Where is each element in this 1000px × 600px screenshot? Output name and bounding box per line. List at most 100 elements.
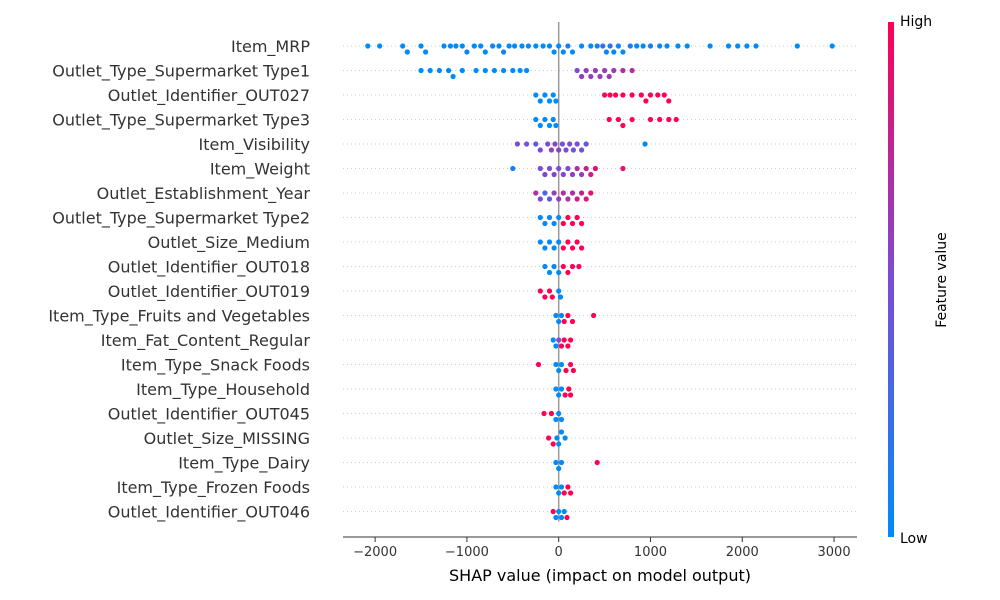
shap-point <box>556 367 562 374</box>
shap-point <box>510 165 516 172</box>
shap-point <box>556 465 562 472</box>
shap-point <box>471 43 477 49</box>
shap-point <box>642 141 648 147</box>
shap-point <box>550 508 556 515</box>
shap-point <box>537 196 543 202</box>
shap-point <box>550 337 556 343</box>
shap-point <box>556 441 562 447</box>
shap-point <box>565 343 571 349</box>
colorbar <box>888 22 894 537</box>
shap-point <box>517 67 523 74</box>
shap-point <box>501 67 507 74</box>
shap-point <box>606 116 612 123</box>
feature-label: Outlet_Identifier_OUT046 <box>108 503 310 523</box>
x-tick-label: 0 <box>555 545 563 560</box>
shap-point <box>404 49 410 55</box>
shap-point <box>647 92 654 98</box>
shap-point <box>558 429 565 435</box>
shap-point <box>550 116 556 123</box>
shap-point <box>537 214 543 221</box>
shap-point <box>423 49 429 55</box>
shap-point <box>546 43 553 49</box>
shap-point <box>514 141 521 147</box>
shap-point <box>570 367 577 374</box>
x-axis-ticks: −2000 −1000 0 1000 2000 3000 <box>353 537 851 560</box>
shap-point <box>574 165 580 172</box>
shap-point <box>546 269 553 276</box>
shap-point <box>602 92 608 98</box>
shap-point <box>550 441 556 447</box>
feature-label: Item_MRP <box>231 37 310 57</box>
shap-point <box>556 165 562 172</box>
shap-point <box>537 147 543 153</box>
shap-point <box>553 386 559 392</box>
shap-point <box>551 245 557 251</box>
shap-point <box>583 196 589 202</box>
shap-point <box>553 484 559 490</box>
shap-point <box>542 220 548 227</box>
shap-point <box>554 435 560 441</box>
shap-point <box>567 141 573 147</box>
shap-point <box>560 49 566 55</box>
feature-label: Outlet_Identifier_OUT027 <box>108 86 310 106</box>
shap-point <box>551 171 557 178</box>
shap-point <box>684 43 690 49</box>
shap-point <box>525 43 532 49</box>
shap-point <box>579 220 585 227</box>
shap-point <box>620 67 626 74</box>
shap-point <box>591 312 597 319</box>
shap-point <box>490 43 496 49</box>
shap-point <box>574 141 580 147</box>
shap-point <box>551 49 557 55</box>
shap-point <box>436 67 442 74</box>
x-axis-title: SHAP value (impact on model output) <box>449 566 751 585</box>
shap-point <box>562 435 568 441</box>
shap-point <box>744 43 750 49</box>
shap-point <box>377 43 383 49</box>
shap-point <box>607 92 613 98</box>
x-tick-label: −2000 <box>353 545 397 560</box>
shap-point <box>491 67 497 74</box>
shap-point <box>588 43 594 49</box>
shap-point <box>640 43 646 49</box>
shap-point <box>565 43 571 49</box>
shap-point <box>556 508 562 515</box>
shap-point <box>753 43 759 49</box>
shap-point <box>627 43 633 49</box>
x-tick-label: 1000 <box>634 545 667 560</box>
shap-point <box>675 43 681 49</box>
shap-point <box>441 43 447 49</box>
shap-point <box>579 245 585 251</box>
shap-point <box>647 116 654 123</box>
shap-point <box>496 43 502 49</box>
shap-point <box>558 312 565 319</box>
shap-point <box>482 49 488 55</box>
x-tick-label: 2000 <box>726 545 759 560</box>
shap-point <box>482 67 488 74</box>
shap-point <box>569 220 576 227</box>
shap-point <box>561 318 567 325</box>
shap-point <box>568 490 574 496</box>
shap-point <box>542 116 548 123</box>
shap-point <box>560 171 566 178</box>
shap-point <box>588 190 594 196</box>
shap-point <box>576 263 582 270</box>
feature-labels: Item_MRP Outlet_Type_Supermarket Type1 Out… <box>48 37 310 523</box>
shap-point <box>594 459 600 466</box>
shap-point <box>629 67 635 74</box>
shap-point <box>537 122 543 129</box>
shap-point <box>533 43 539 49</box>
shap-point <box>579 73 585 80</box>
shap-point <box>540 43 546 49</box>
shap-point <box>569 49 576 55</box>
shap-point <box>794 43 800 49</box>
shap-point <box>620 49 626 55</box>
shap-point <box>553 459 559 466</box>
shap-point <box>537 239 543 245</box>
shap-point <box>506 43 512 49</box>
shap-point <box>558 416 565 423</box>
shap-point <box>588 171 594 178</box>
shap-point <box>594 43 600 49</box>
shap-point <box>725 43 732 49</box>
shap-point <box>560 220 566 227</box>
